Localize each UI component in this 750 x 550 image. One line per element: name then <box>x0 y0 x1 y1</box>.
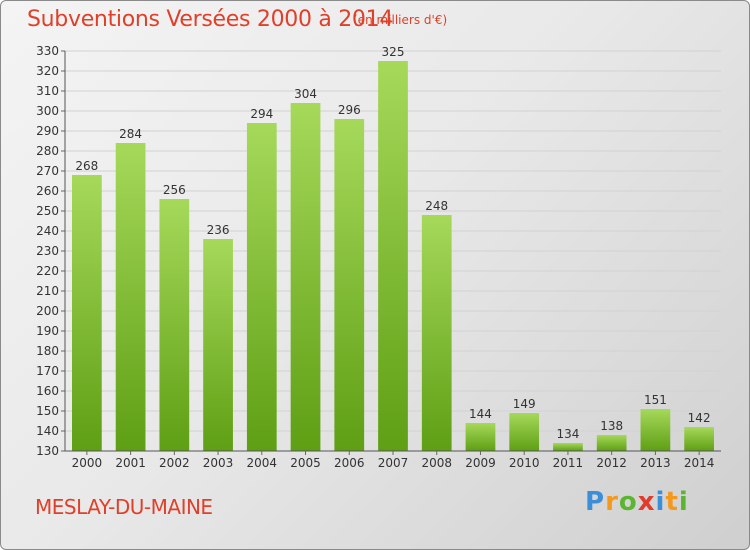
bar-value-label: 294 <box>250 107 273 121</box>
y-tick-label: 230 <box>36 244 59 258</box>
bar-2006 <box>334 119 365 451</box>
bar-2010 <box>509 413 540 451</box>
bar-2003 <box>203 239 233 451</box>
x-tick-label: 2007 <box>378 456 409 470</box>
bar-2012 <box>596 435 627 451</box>
x-tick-label: 2009 <box>465 456 496 470</box>
y-tick-label: 320 <box>36 64 59 78</box>
y-tick-label: 140 <box>36 424 59 438</box>
bar-2008 <box>421 215 452 451</box>
bar-2014 <box>684 427 715 451</box>
y-tick-label: 170 <box>36 364 59 378</box>
bar-value-label: 296 <box>338 103 361 117</box>
y-tick-label: 160 <box>36 384 59 398</box>
bar-value-label: 268 <box>75 159 98 173</box>
y-tick-label: 190 <box>36 324 59 338</box>
y-tick-label: 260 <box>36 184 59 198</box>
y-tick-label: 250 <box>36 204 59 218</box>
x-tick-label: 2002 <box>159 456 190 470</box>
y-tick-label: 290 <box>36 124 59 138</box>
bar-value-label: 284 <box>119 127 142 141</box>
y-tick-label: 280 <box>36 144 59 158</box>
chart-subtitle: (en milliers d'€) <box>353 13 448 27</box>
y-tick-label: 150 <box>36 404 59 418</box>
y-tick-label: 210 <box>36 284 59 298</box>
y-tick-label: 200 <box>36 304 59 318</box>
x-tick-label: 2010 <box>509 456 540 470</box>
x-tick-label: 2006 <box>334 456 365 470</box>
bar-2007 <box>378 61 408 451</box>
proxiti-logo: Proxiti <box>585 487 689 517</box>
bar-2001 <box>115 143 146 451</box>
bar-value-label: 236 <box>207 223 230 237</box>
x-tick-label: 2011 <box>553 456 584 470</box>
bar-2005 <box>290 103 321 451</box>
bar-2011 <box>553 443 583 451</box>
bar-value-label: 149 <box>513 397 536 411</box>
x-tick-label: 2014 <box>684 456 715 470</box>
bar-value-label: 304 <box>294 87 317 101</box>
x-tick-label: 2012 <box>596 456 627 470</box>
x-tick-label: 2008 <box>421 456 452 470</box>
x-tick-label: 2005 <box>290 456 321 470</box>
bar-value-label: 134 <box>556 427 579 441</box>
bar-2002 <box>159 199 190 451</box>
y-tick-label: 180 <box>36 344 59 358</box>
y-tick-label: 130 <box>36 444 59 458</box>
bar-value-label: 325 <box>382 45 405 59</box>
bar-value-label: 142 <box>688 411 711 425</box>
y-tick-label: 330 <box>36 44 59 58</box>
x-tick-label: 2003 <box>203 456 234 470</box>
x-tick-label: 2013 <box>640 456 671 470</box>
bar-value-label: 248 <box>425 199 448 213</box>
y-tick-label: 310 <box>36 84 59 98</box>
x-tick-label: 2000 <box>72 456 103 470</box>
x-tick-label: 2001 <box>115 456 146 470</box>
bar-2000 <box>71 175 102 451</box>
y-tick-label: 240 <box>36 224 59 238</box>
y-tick-label: 220 <box>36 264 59 278</box>
bar-2009 <box>465 423 496 451</box>
bar-value-label: 144 <box>469 407 492 421</box>
bar-value-label: 151 <box>644 393 667 407</box>
y-tick-label: 270 <box>36 164 59 178</box>
bar-value-label: 256 <box>163 183 186 197</box>
bar-2004 <box>246 123 277 451</box>
place-name: MESLAY-DU-MAINE <box>35 495 213 519</box>
bar-value-label: 138 <box>600 419 623 433</box>
bar-2013 <box>640 409 671 451</box>
y-tick-label: 300 <box>36 104 59 118</box>
x-tick-label: 2004 <box>247 456 278 470</box>
chart-title: Subventions Versées 2000 à 2014 <box>27 7 394 32</box>
